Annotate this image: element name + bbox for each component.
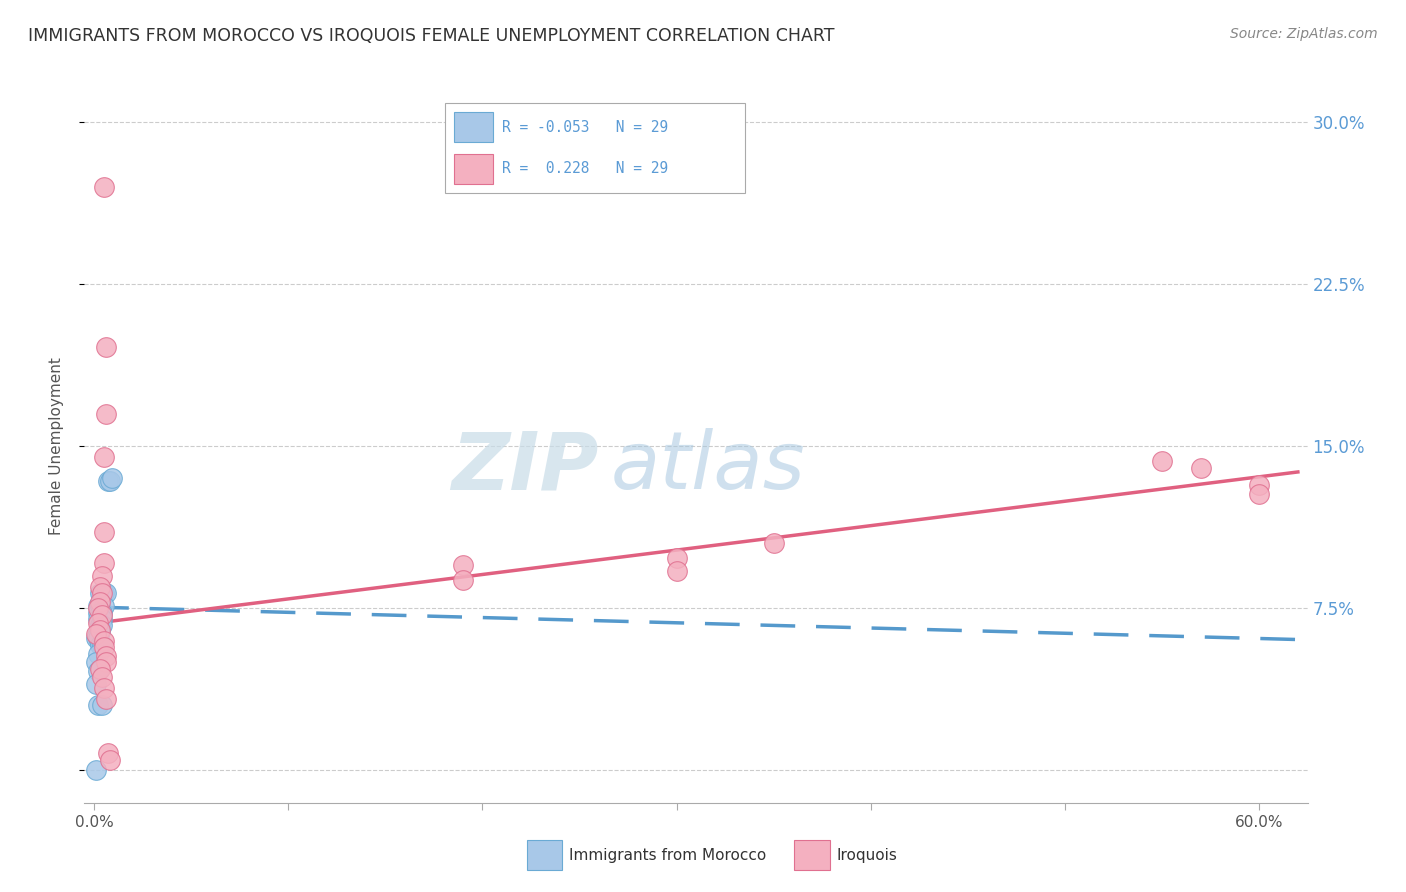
Point [87,647,110,661]
Point [93,599,115,613]
Point [1189,460,1212,475]
Point [89,580,111,594]
Point [84,632,107,646]
Point [93,586,115,600]
Point [87,616,110,631]
Point [94,648,117,663]
Point [84,627,107,641]
Point [94,586,117,600]
Point [87,599,110,613]
Point [87,664,110,678]
Text: Iroquois: Iroquois [837,848,897,863]
Point [97,746,120,760]
Y-axis label: Female Unemployment: Female Unemployment [49,357,63,535]
Point [87,606,110,620]
Point [89,662,111,676]
Point [1247,478,1270,492]
Point [90,606,112,620]
Point [87,698,110,713]
Point [93,556,115,570]
Point [93,640,115,654]
Point [98,753,121,767]
Point [90,638,112,652]
Point [90,670,112,684]
Point [97,474,120,488]
Point [93,450,115,464]
Text: Source: ZipAtlas.com: Source: ZipAtlas.com [1230,27,1378,41]
Point [87,632,110,646]
Point [94,655,117,669]
Point [93,525,115,540]
Point [451,573,474,587]
Text: IMMIGRANTS FROM MOROCCO VS IROQUOIS FEMALE UNEMPLOYMENT CORRELATION CHART: IMMIGRANTS FROM MOROCCO VS IROQUOIS FEMA… [28,27,835,45]
Point [84,655,107,669]
Point [93,681,115,696]
Point [89,595,111,609]
Point [89,618,111,632]
Point [84,677,107,691]
Point [93,179,115,194]
Point [90,618,112,632]
Point [87,612,110,626]
Point [94,339,117,353]
Text: Immigrants from Morocco: Immigrants from Morocco [569,848,766,863]
Point [1150,454,1173,468]
Point [87,624,110,639]
Point [89,624,111,639]
Point [90,612,112,626]
Point [89,599,111,613]
Point [1247,486,1270,500]
Point [87,601,110,615]
Point [665,551,688,566]
Point [90,607,112,622]
Text: ZIP: ZIP [451,428,598,507]
Point [94,407,117,421]
Point [89,586,111,600]
Point [89,606,111,620]
Point [90,568,112,582]
Text: atlas: atlas [610,428,806,507]
Point [94,692,117,706]
Point [89,638,111,652]
Point [762,536,785,550]
Point [93,633,115,648]
Point [84,764,107,778]
Point [90,698,112,713]
Point [98,474,121,488]
Point [451,558,474,572]
Point [665,565,688,579]
Point [100,471,122,485]
Point [90,586,112,600]
Point [89,623,111,637]
